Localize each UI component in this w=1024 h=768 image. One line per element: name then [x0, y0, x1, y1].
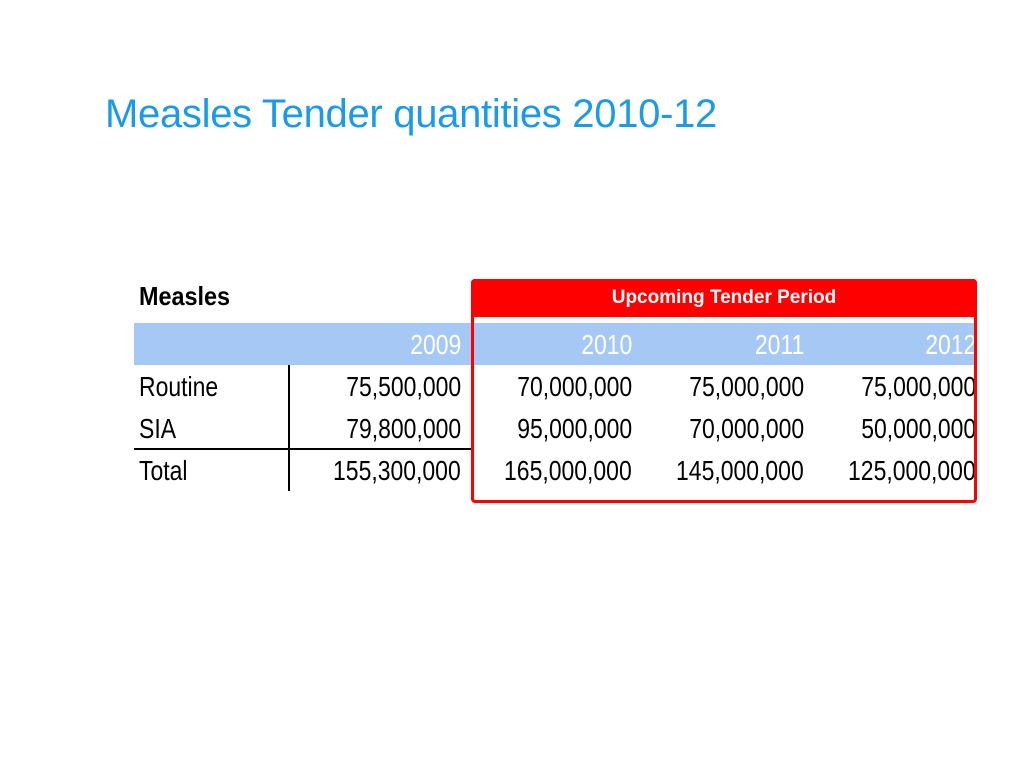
table-cell: 145,000,000	[676, 455, 804, 486]
table-cell: 50,000,000	[861, 413, 976, 444]
year-header-2010: 2010	[580, 329, 632, 360]
total-separator-line	[134, 448, 471, 450]
tender-period-header: Upcoming Tender Period	[471, 279, 977, 317]
table-cell: 70,000,000	[517, 371, 632, 402]
slide-title: Measles Tender quantities 2010-12	[105, 92, 717, 136]
year-header-2009: 2009	[409, 329, 461, 360]
table-cell: 155,300,000	[333, 455, 461, 486]
table-cell: 75,000,000	[861, 371, 976, 402]
row-label-total: Total	[139, 455, 188, 486]
table-cell: 125,000,000	[848, 455, 976, 486]
table-cell: 75,500,000	[346, 371, 461, 402]
row-label-routine: Routine	[139, 371, 219, 402]
year-header-band	[134, 323, 977, 365]
table-cell: 95,000,000	[517, 413, 632, 444]
row-label-sia: SIA	[139, 413, 177, 444]
table-cell: 165,000,000	[504, 455, 632, 486]
row-label-divider	[288, 365, 290, 491]
table-cell: 75,000,000	[689, 371, 804, 402]
table-label: Measles	[139, 281, 231, 311]
table-cell: 70,000,000	[689, 413, 804, 444]
tender-table: Measles Upcoming Tender Period 2009 2010…	[134, 279, 982, 509]
year-header-2011: 2011	[754, 329, 804, 360]
year-header-2012: 2012	[924, 329, 976, 360]
table-cell: 79,800,000	[346, 413, 461, 444]
